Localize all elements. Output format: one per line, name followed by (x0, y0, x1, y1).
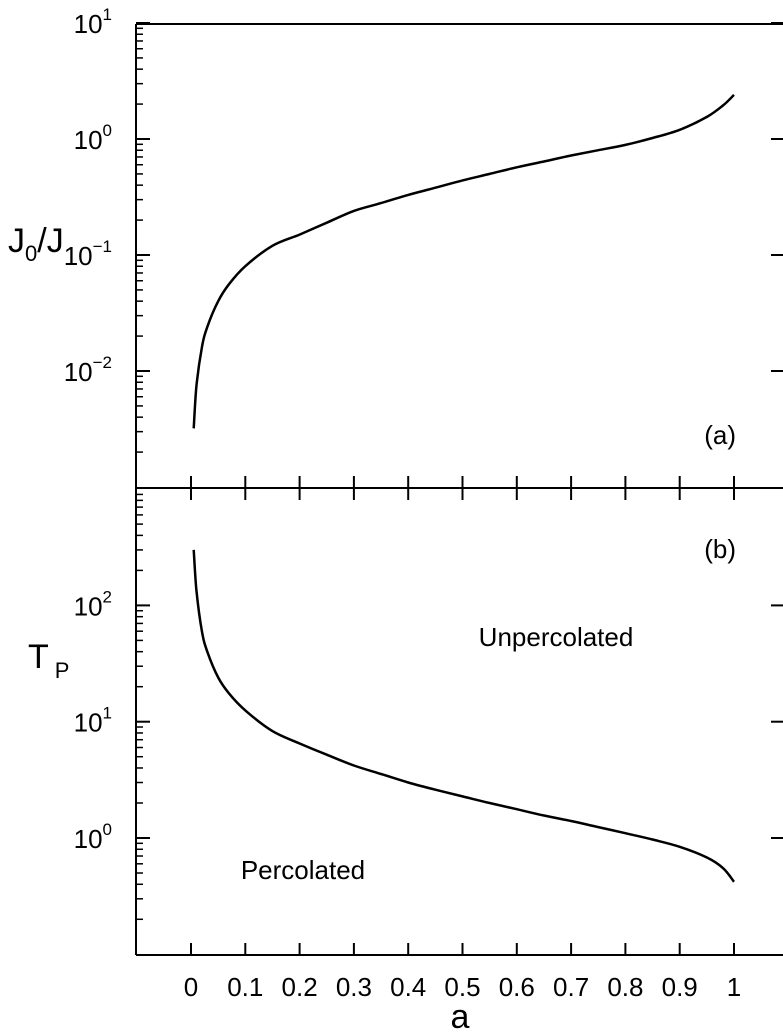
x-tick-label: 0.1 (227, 972, 263, 1002)
panel-b-y-tick-label: 101 (74, 704, 112, 738)
panel-a-y-tick-base: 10 (74, 125, 103, 155)
curves-layer (192, 93, 735, 883)
x-axis-title: a (451, 998, 470, 1035)
x-tick-label: 0.8 (607, 972, 643, 1002)
panel-b-y-tick-exponent: 2 (103, 587, 112, 606)
panel-b-y-tick-label: 100 (74, 820, 112, 854)
panel-a-y-title-tail: /J (37, 222, 63, 260)
panel-b-curve (192, 549, 735, 883)
panel-b-y-tick-base: 10 (74, 824, 103, 854)
panel-a-y-tick-label: 100 (74, 121, 112, 155)
tick-labels-layer: 0 0.1 0.2 0.3 0.4 0.5 0.6 0.7 0.8 0.9 110110010−11… (64, 5, 742, 1002)
ticks-layer (136, 22, 783, 955)
panel-a-y-tick-base: 10 (64, 357, 93, 387)
panel-a-y-axis-title: J0/J (8, 222, 64, 266)
panel-a-y-title-main: J (8, 222, 25, 260)
panel-a-curve (192, 93, 735, 429)
x-tick-label: 0.3 (336, 972, 372, 1002)
panel-a-y-tick-exponent: −1 (93, 237, 112, 256)
panel-a-y-title-sub: 0 (25, 241, 37, 266)
panel-a-y-tick-exponent: −2 (93, 353, 112, 372)
panel-b-y-tick-base: 10 (74, 708, 103, 738)
panel-b-y-tick-exponent: 1 (103, 704, 112, 723)
panel-a-y-tick-base: 10 (64, 241, 93, 271)
x-tick-label: 1 (727, 972, 741, 1002)
panel-a-y-tick-exponent: 0 (103, 121, 112, 140)
panel-b-y-tick-base: 10 (74, 591, 103, 621)
x-tick-label: 0.4 (390, 972, 426, 1002)
panel-a-y-tick-exponent: 1 (103, 5, 112, 24)
panel-b-label: (b) (704, 534, 736, 564)
panel-b-y-title-main: T (28, 638, 49, 676)
x-tick-label: 0 (184, 972, 198, 1002)
percolated-annotation: Percolated (241, 855, 365, 885)
panel-b-y-tick-label: 102 (74, 587, 112, 621)
panel-b-y-title-sub: P (55, 658, 70, 683)
x-tick-label: 0.6 (499, 972, 535, 1002)
panel-a-y-tick-label: 10−2 (64, 353, 112, 387)
x-tick-label: 0.5 (444, 972, 480, 1002)
x-tick-label: 0.2 (282, 972, 318, 1002)
unpercolated-annotation: Unpercolated (479, 622, 634, 652)
panel-a-label: (a) (704, 420, 736, 450)
panel-a-y-tick-label: 101 (74, 5, 112, 39)
panel-a-y-tick-base: 10 (74, 9, 103, 39)
panel-b-y-tick-exponent: 0 (103, 820, 112, 839)
x-tick-label: 0.9 (662, 972, 698, 1002)
x-tick-label: 0.7 (553, 972, 589, 1002)
panel-a-y-tick-label: 10−1 (64, 237, 112, 271)
